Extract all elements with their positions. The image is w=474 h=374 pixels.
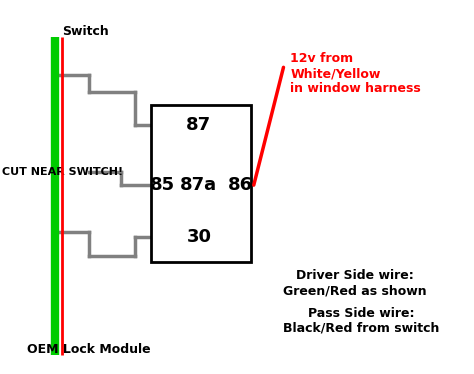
- Text: Driver Side wire:
Green/Red as shown: Driver Side wire: Green/Red as shown: [283, 269, 427, 297]
- Text: 87a: 87a: [180, 176, 218, 194]
- Text: 86: 86: [228, 176, 253, 194]
- Bar: [151, 105, 252, 262]
- Text: 85: 85: [150, 176, 175, 194]
- Text: 30: 30: [186, 229, 211, 246]
- Text: OEM Lock Module: OEM Lock Module: [27, 343, 151, 356]
- Text: Switch: Switch: [62, 25, 109, 38]
- Text: 87: 87: [186, 116, 211, 134]
- Text: 12v from
White/Yellow
in window harness: 12v from White/Yellow in window harness: [291, 52, 421, 95]
- Text: Pass Side wire:
Black/Red from switch: Pass Side wire: Black/Red from switch: [283, 307, 440, 335]
- Text: CUT NEAR SWITCH!: CUT NEAR SWITCH!: [2, 167, 123, 177]
